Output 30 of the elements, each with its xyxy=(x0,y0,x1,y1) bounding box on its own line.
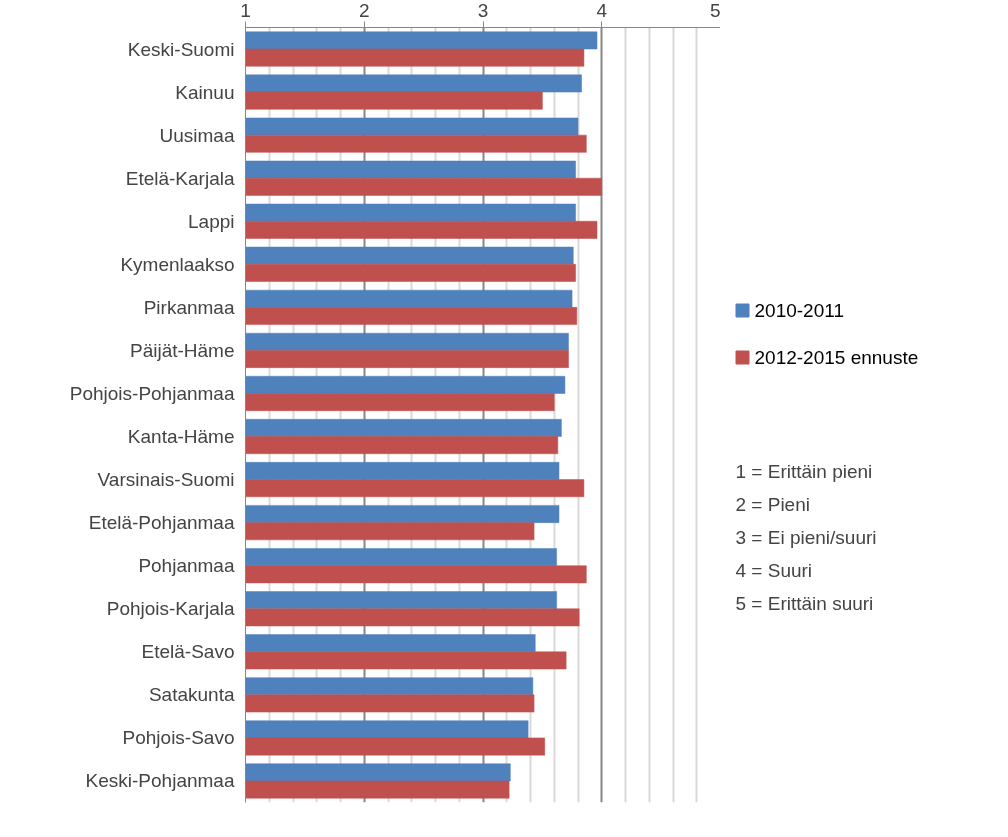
y-tick-label: Varsinais-Suomi xyxy=(97,469,235,491)
x-tick-label: 2 xyxy=(358,0,370,21)
y-tick-label: Satakunta xyxy=(148,684,235,706)
y-tick-label: Pohjois-Karjala xyxy=(106,598,235,620)
text: 1 = Erittäin pieni xyxy=(735,461,873,482)
y-tick-label: Lappi xyxy=(188,210,235,232)
y-tick-label: Päijät-Häme xyxy=(129,339,235,361)
y-tick-label: Kanta-Häme xyxy=(127,426,235,448)
y-tick-label: Pirkanmaa xyxy=(143,296,235,318)
y-tick-label: Uusimaa xyxy=(159,124,235,146)
y-tick-label: Etelä-Karjala xyxy=(125,167,235,189)
y-tick-label: Kainuu xyxy=(175,81,235,103)
y-tick-label: Pohjois-Savo xyxy=(122,727,235,749)
x-tick-label: 4 xyxy=(596,0,608,21)
y-tick-label: Pohjanmaa xyxy=(138,555,235,577)
x-tick-label: 5 xyxy=(709,0,721,21)
y-tick-label: Pohjois-Pohjanmaa xyxy=(69,382,235,404)
legend-label: 2010-2011 xyxy=(754,300,844,321)
text: 5 = Erittäin suuri xyxy=(735,593,874,614)
legend-label: 2012-2015 ennuste xyxy=(754,347,919,368)
y-tick-label: Etelä-Savo xyxy=(141,641,235,663)
y-tick-label: Keski-Suomi xyxy=(127,38,235,60)
x-tick-label: 1 xyxy=(240,0,251,21)
y-tick-label: Keski-Pohjanmaa xyxy=(85,770,235,792)
text: 4 = Suuri xyxy=(735,560,813,581)
x-tick-label: 3 xyxy=(477,0,489,21)
text: 3 = Ei pieni/suuri xyxy=(735,527,877,548)
text: 2 = Pieni xyxy=(735,494,810,515)
y-tick-label: Kymenlaakso xyxy=(120,253,235,275)
y-tick-label: Etelä-Pohjanmaa xyxy=(88,512,235,534)
